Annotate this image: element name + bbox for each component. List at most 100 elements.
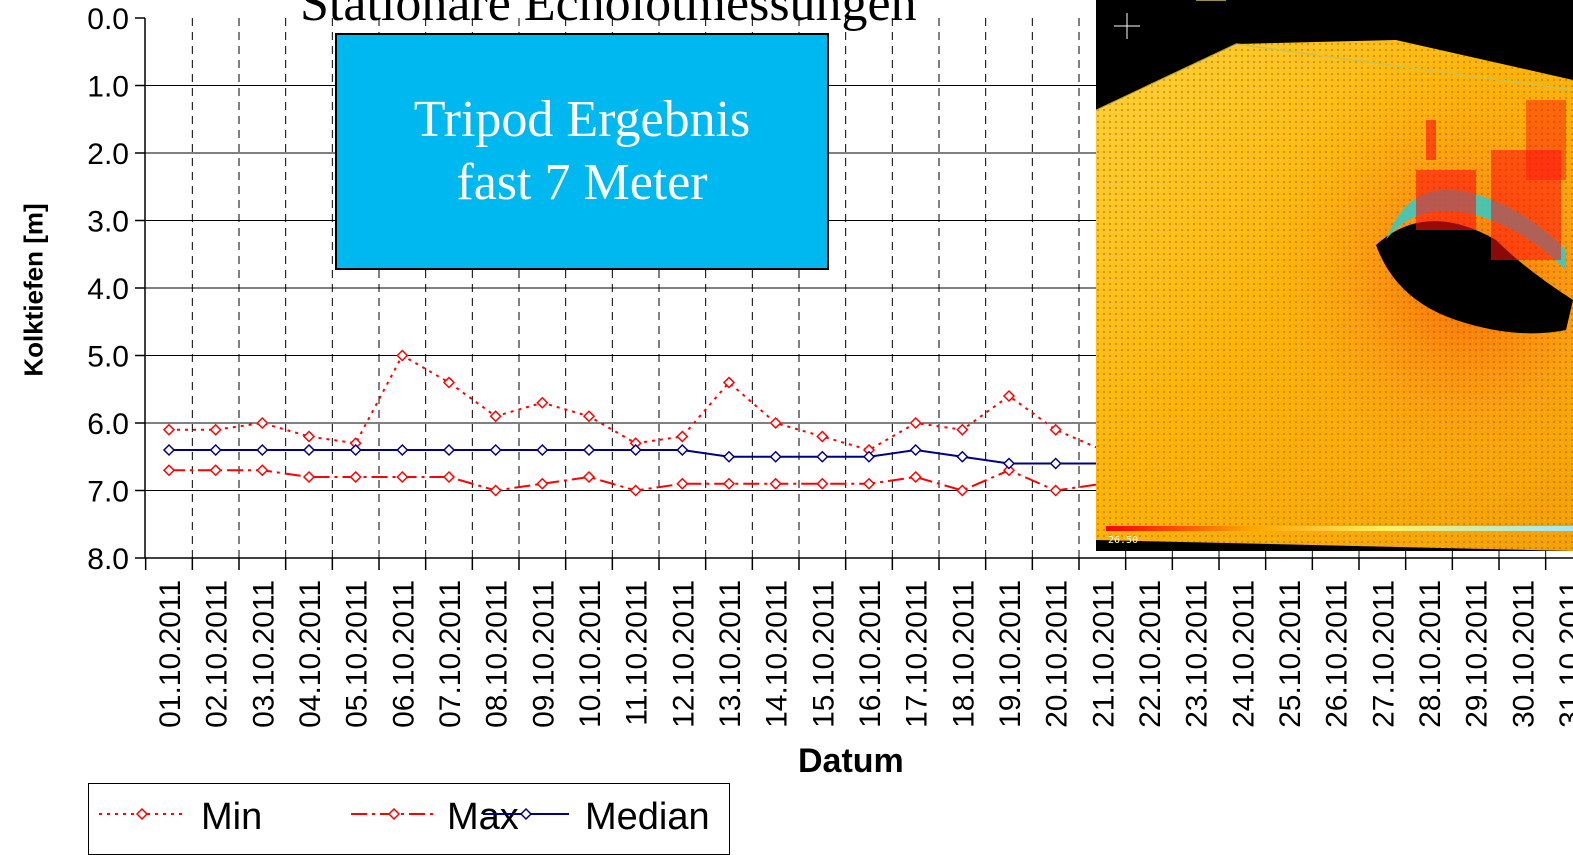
data-point-median	[909, 443, 922, 457]
data-point-median	[349, 443, 362, 457]
legend-swatch-median	[483, 807, 569, 821]
data-point-max	[1002, 464, 1016, 477]
x-tick-label: 12.10.2011	[667, 580, 700, 728]
x-tick-label: 28.10.2011	[1414, 580, 1447, 728]
x-tick-label: 06.10.2011	[387, 580, 420, 728]
x-tick-label: 25.10.2011	[1274, 580, 1307, 728]
data-point-min	[769, 416, 782, 430]
data-point-max	[909, 470, 922, 484]
x-tick-label: 14.10.2011	[761, 580, 794, 728]
data-point-median	[489, 443, 502, 457]
data-point-min	[489, 410, 502, 423]
data-point-max	[396, 470, 409, 484]
x-tick-label: 19.10.2011	[994, 580, 1027, 728]
data-point-median	[1002, 457, 1016, 470]
x-tick-label: 26.10.2011	[1321, 580, 1354, 728]
x-tick-label: 22.10.2011	[1134, 580, 1167, 728]
data-point-median	[629, 443, 642, 457]
data-point-max	[1049, 484, 1062, 497]
data-point-max	[629, 484, 642, 497]
data-point-median	[722, 450, 736, 463]
data-point-max	[209, 464, 222, 477]
y-tick-label: 1.0	[87, 71, 129, 104]
x-tick-label: 03.10.2011	[247, 580, 280, 728]
scan-scale-label: 26.50	[1108, 535, 1139, 546]
y-tick-label: 6.0	[87, 408, 129, 441]
legend: Min Max Median	[88, 783, 730, 855]
x-tick-label: 09.10.2011	[527, 580, 560, 728]
data-point-min	[256, 416, 269, 430]
y-tick-label: 2.0	[87, 138, 129, 171]
y-tick-label: 8.0	[87, 543, 129, 576]
annotation-line-1: Tripod Ergebnis	[413, 91, 751, 149]
x-tick-label: 10.10.2011	[574, 580, 607, 728]
data-point-min	[909, 416, 922, 430]
sonar-scan-image	[1096, 0, 1573, 551]
data-point-min	[816, 430, 829, 443]
data-point-median	[769, 450, 782, 463]
x-tick-label: 23.10.2011	[1181, 580, 1214, 728]
data-point-min	[956, 423, 969, 436]
annotation-line-2: fast 7 Meter	[456, 153, 708, 211]
data-point-min	[536, 396, 549, 409]
data-point-max	[536, 477, 549, 490]
x-tick-label: 08.10.2011	[481, 580, 514, 728]
legend-label-max: Max	[447, 796, 519, 838]
data-point-median	[302, 443, 316, 457]
x-tick-label: 24.10.2011	[1227, 580, 1260, 728]
data-point-median	[862, 450, 876, 463]
x-tick-label: 30.10.2011	[1507, 580, 1540, 728]
legend-swatch-min	[99, 807, 185, 821]
x-tick-label: 05.10.2011	[341, 580, 374, 728]
data-point-min	[582, 410, 596, 423]
data-point-min	[676, 430, 689, 443]
x-tick-label: 04.10.2011	[294, 580, 327, 728]
x-tick-label: 27.10.2011	[1367, 580, 1400, 728]
x-tick-label: 02.10.2011	[201, 580, 234, 728]
x-tick-label: 31.10.2011	[1554, 580, 1573, 728]
x-tick-label: 13.10.2011	[714, 580, 747, 728]
sonar-scan-graphic	[1096, 0, 1573, 551]
data-point-max	[162, 464, 176, 477]
y-tick-label: 3.0	[87, 206, 129, 239]
data-point-max	[722, 477, 736, 490]
x-tick-label: 29.10.2011	[1461, 580, 1494, 728]
data-point-min	[162, 423, 176, 436]
data-point-median	[1049, 457, 1062, 470]
data-point-max	[769, 477, 782, 490]
y-tick-label: 7.0	[87, 476, 129, 509]
data-point-min	[1002, 389, 1016, 403]
data-point-max	[862, 477, 876, 490]
data-point-median	[162, 443, 176, 457]
x-tick-label: 15.10.2011	[807, 580, 840, 728]
y-tick-label: 5.0	[87, 341, 129, 374]
data-point-max	[256, 464, 269, 477]
data-point-median	[209, 443, 222, 457]
chart-title: Stationäre Echolotmessungen	[300, 0, 917, 32]
x-axis-label: Datum	[798, 742, 904, 780]
series	[162, 349, 1109, 497]
data-point-min	[302, 430, 316, 443]
data-point-min	[396, 349, 409, 362]
data-point-min	[1049, 423, 1062, 436]
data-point-median	[956, 450, 969, 463]
data-point-min	[442, 376, 456, 389]
y-tick-label: 4.0	[87, 273, 129, 306]
data-point-median	[256, 443, 269, 457]
data-point-median	[442, 443, 456, 457]
data-point-median	[582, 443, 596, 457]
data-point-min	[209, 423, 222, 436]
x-tick-label: 01.10.2011	[154, 580, 187, 728]
x-tick-label: 17.10.2011	[901, 580, 934, 728]
x-tick-label: 18.10.2011	[947, 580, 980, 728]
data-point-median	[816, 450, 829, 463]
data-point-max	[816, 477, 829, 490]
data-point-max	[349, 470, 362, 484]
x-tick-label: 07.10.2011	[434, 580, 467, 728]
legend-label-min: Min	[201, 796, 263, 838]
x-tick-label: 11.10.2011	[621, 580, 654, 726]
x-tick-label: 16.10.2011	[854, 580, 887, 728]
y-axis-label: Kolktiefen [m]	[18, 203, 49, 377]
series-line-min	[169, 354, 1103, 452]
